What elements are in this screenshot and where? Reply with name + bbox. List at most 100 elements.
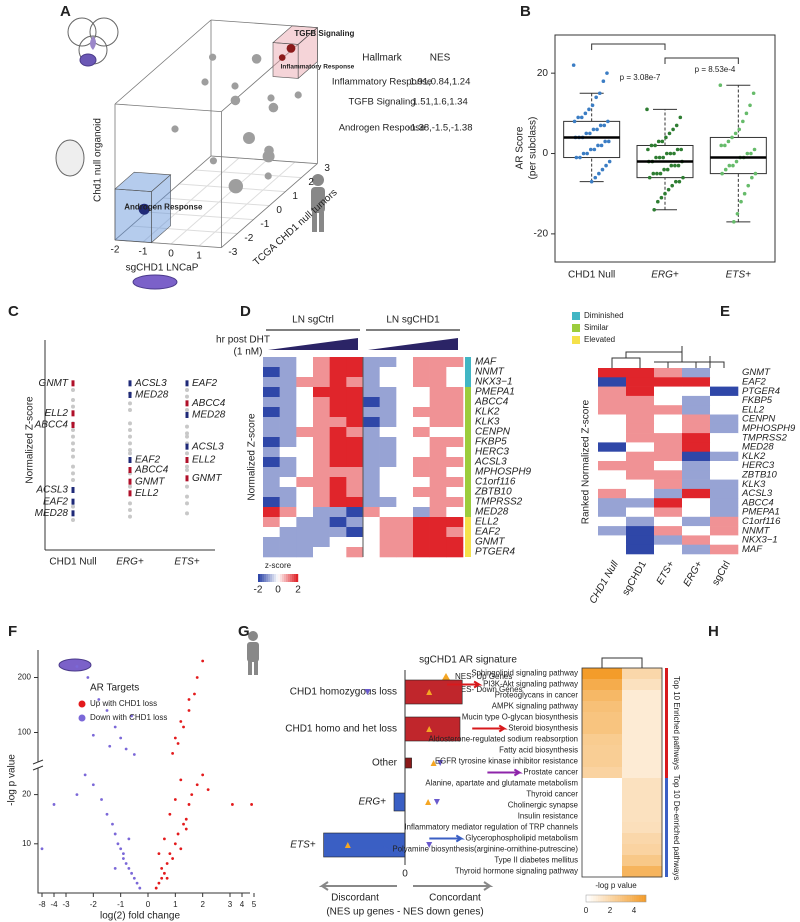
point (173, 736, 177, 740)
heatmap-cell (598, 451, 627, 462)
point (734, 159, 739, 164)
colorbar-cell (270, 574, 273, 582)
point (649, 143, 654, 148)
point (251, 54, 262, 64)
point (206, 788, 210, 792)
pathway-label: EGFR tyrosine kinase inhibitor resistanc… (435, 757, 578, 766)
heatmap-cell (429, 457, 447, 468)
heatmap-cell (363, 397, 380, 408)
arrow (447, 680, 483, 689)
heatmap-cell (313, 407, 330, 418)
gene-label: ELL2 (45, 408, 69, 419)
y-tick-label: 20 (22, 790, 31, 799)
bar (404, 716, 461, 742)
bar (393, 792, 406, 812)
heatmap-cell (582, 866, 623, 878)
gene-label: NKX3−1 (742, 535, 778, 546)
heatmap-cell (279, 517, 297, 528)
heatmap-cell (279, 367, 297, 378)
point (113, 725, 117, 729)
heatmap-frame (581, 667, 663, 878)
pathway-label: Proteoglycans in cancer (495, 691, 579, 700)
pathway-label: Fatty acid biosynthesis (499, 746, 578, 755)
point (71, 388, 75, 392)
colorbar-cell (590, 895, 594, 902)
point (745, 151, 750, 156)
heatmap-cell (446, 507, 464, 518)
heatmap-cell (313, 517, 330, 528)
point (651, 171, 656, 176)
point (746, 183, 751, 188)
x-tick-label: 0 (146, 900, 151, 909)
gene-point (185, 412, 189, 418)
point (647, 175, 652, 180)
heatmap-cell (622, 789, 663, 801)
heatmap-cell (429, 427, 447, 438)
heatmap-cell (329, 457, 347, 468)
gene-label: MPHOSPH9 (742, 423, 796, 434)
heatmap-cell (446, 517, 464, 528)
heatmap-cell (598, 368, 627, 378)
heatmap-cell (313, 467, 330, 478)
point (185, 431, 189, 436)
point (111, 822, 114, 826)
group-label: Top 10 De-enriched pathways (672, 775, 681, 881)
gene-point (128, 380, 132, 387)
point (71, 518, 75, 522)
heatmap-cell (446, 387, 464, 398)
heatmap-cell (363, 387, 380, 398)
heatmap-cell (446, 537, 464, 548)
gene-label: GNMT (475, 537, 505, 548)
x-tick-label: 5 (252, 900, 257, 909)
heatmap-cell (429, 477, 447, 488)
heatmap-cell (346, 437, 364, 448)
gene-label: GNMT (135, 476, 165, 487)
point (124, 862, 128, 865)
group-strip (465, 397, 471, 407)
legend-swatch (572, 336, 580, 344)
heatmap-cell (446, 477, 464, 488)
heatmap-cell (363, 357, 380, 368)
heatmap-cell (296, 507, 314, 518)
heatmap-cell (710, 442, 739, 452)
heatmap-cell (654, 423, 683, 434)
heatmap-cell (622, 855, 663, 867)
heatmap-cell (626, 377, 655, 387)
point (185, 451, 189, 456)
gene-label: MAF (742, 544, 763, 555)
point (91, 783, 95, 787)
heatmap-cell (654, 386, 683, 397)
colorbar-cell (284, 574, 287, 582)
box (563, 120, 621, 159)
colorbar-cell (629, 895, 632, 902)
heatmap-cell (296, 377, 314, 388)
heatmap-cell (413, 457, 430, 468)
gene-label: KLK2 (475, 407, 500, 418)
heatmap-cell (329, 367, 347, 378)
heatmap-cell (626, 498, 655, 508)
heatmap-cell (263, 357, 280, 368)
heatmap-cell (363, 537, 380, 548)
point (132, 753, 136, 756)
heatmap-cell (379, 457, 397, 468)
heatmap-cell (413, 437, 430, 448)
y-tick-label: CHD1 homozygous loss (290, 687, 397, 698)
heatmap-cell (413, 517, 430, 528)
point (128, 508, 132, 512)
legend-label: Up with CHD1 loss (90, 699, 157, 708)
heatmap-cell (346, 387, 364, 398)
point (124, 747, 128, 751)
heatmap-cell (622, 668, 663, 680)
point (209, 53, 217, 61)
pathway-label: Mucin type O-glycan biosynthesis (462, 713, 578, 722)
point (733, 131, 738, 136)
heatmap-cell (379, 527, 397, 538)
heatmap-cell (279, 397, 297, 408)
group-strip (665, 778, 668, 877)
point (187, 803, 191, 806)
point (731, 163, 735, 168)
heatmap-cell (413, 367, 430, 378)
panel-letter: E (720, 303, 730, 320)
colorbar-cell (610, 895, 613, 902)
